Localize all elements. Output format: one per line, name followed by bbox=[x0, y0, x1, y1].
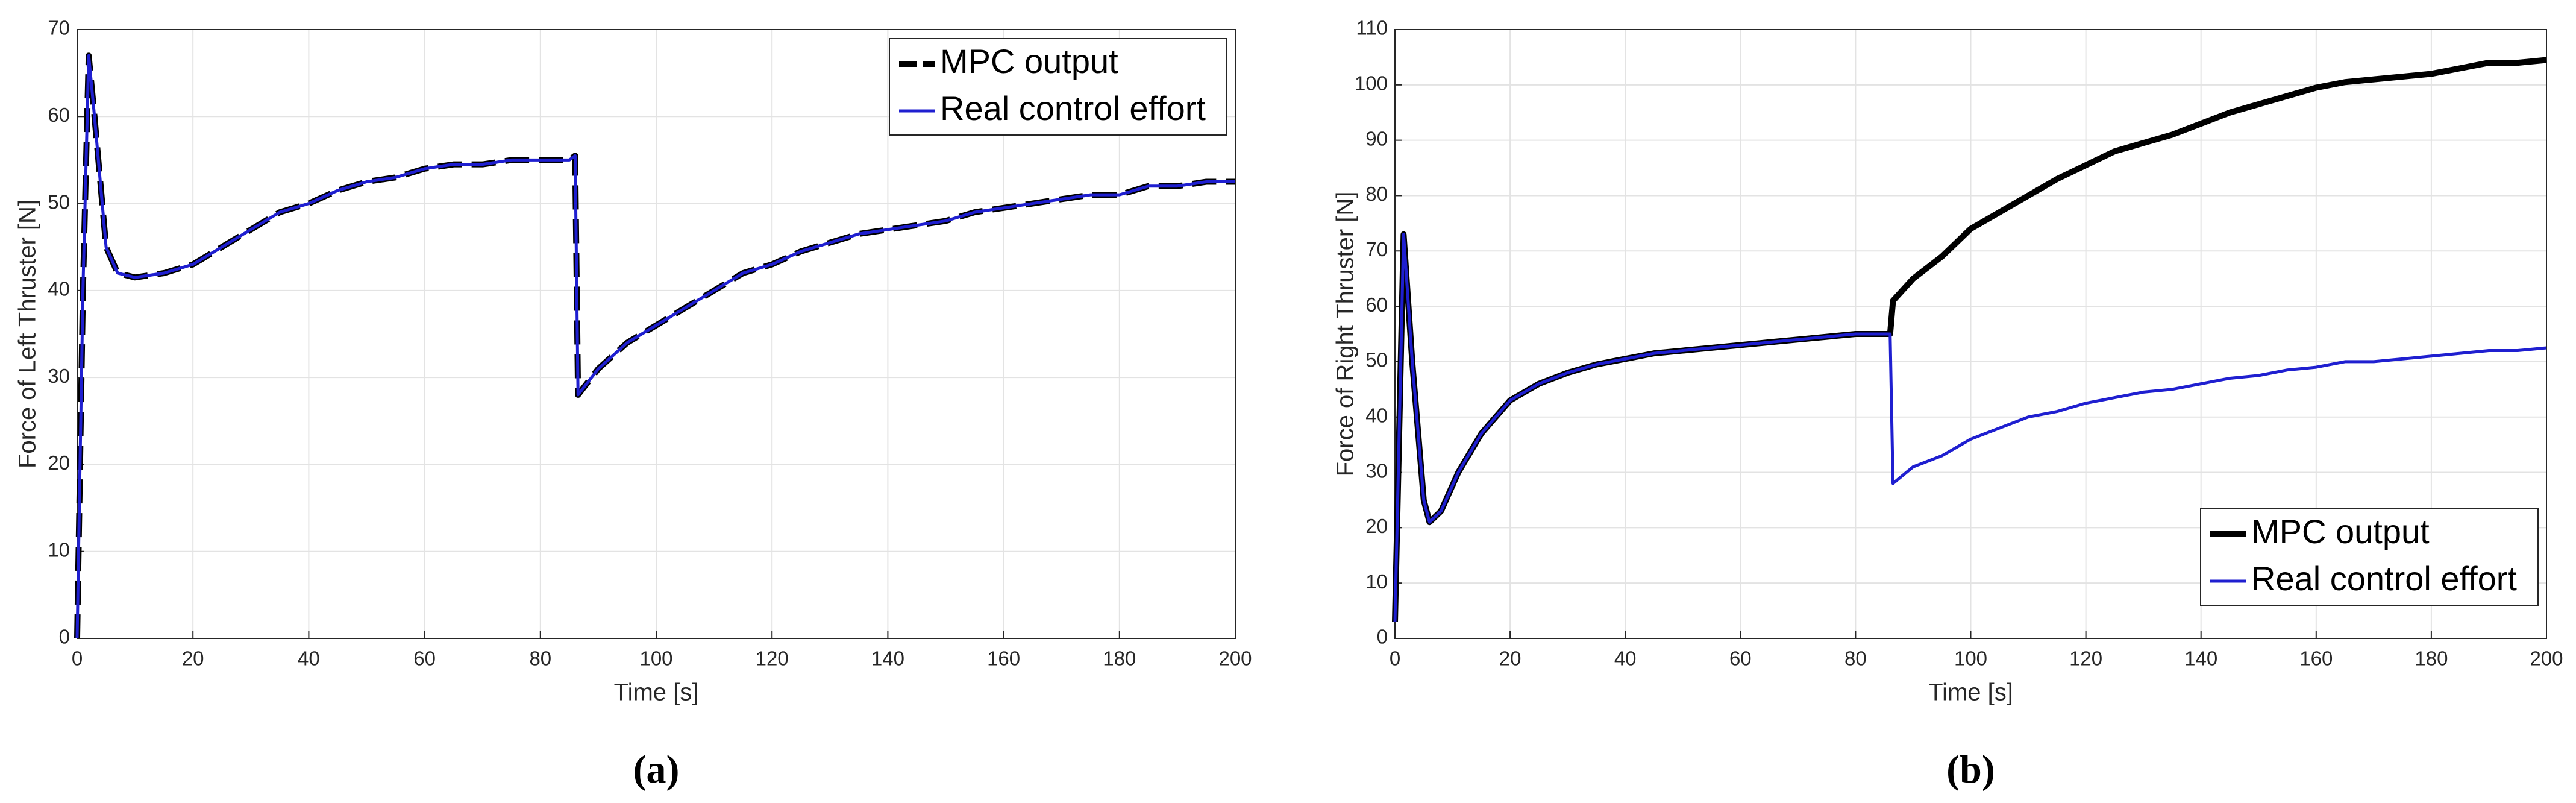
y-tick-label: 60 bbox=[48, 104, 70, 126]
x-tick-label: 0 bbox=[1390, 647, 1400, 670]
y-tick-label: 110 bbox=[1356, 17, 1388, 39]
x-tick-label: 140 bbox=[871, 647, 904, 670]
y-tick-label: 100 bbox=[1355, 72, 1388, 95]
x-tick-label: 20 bbox=[1499, 647, 1521, 670]
y-axis-label: Force of Left Thruster [N] bbox=[14, 200, 41, 468]
x-tick-label: 160 bbox=[987, 647, 1020, 670]
y-tick-label: 50 bbox=[48, 191, 70, 213]
legend-label: MPC output bbox=[2251, 512, 2430, 550]
y-tick-label: 10 bbox=[1365, 570, 1388, 593]
x-tick-label: 20 bbox=[182, 647, 204, 670]
y-tick-label: 20 bbox=[48, 452, 70, 474]
y-tick-label: 90 bbox=[1365, 127, 1388, 150]
legend-label: Real control effort bbox=[940, 89, 1206, 127]
legend-label: Real control effort bbox=[2251, 559, 2517, 597]
y-tick-label: 80 bbox=[1365, 183, 1388, 205]
x-tick-label: 60 bbox=[1729, 647, 1752, 670]
legend-box bbox=[889, 38, 1227, 136]
x-tick-label: 100 bbox=[1954, 647, 1987, 670]
y-tick-label: 0 bbox=[1377, 626, 1388, 648]
y-tick-label: 40 bbox=[1365, 404, 1388, 426]
y-tick-label: 30 bbox=[1365, 459, 1388, 482]
y-tick-label: 0 bbox=[59, 626, 70, 648]
x-tick-label: 40 bbox=[298, 647, 320, 670]
x-tick-label: 200 bbox=[1218, 647, 1252, 670]
x-tick-label: 120 bbox=[756, 647, 789, 670]
x-tick-label: 120 bbox=[2069, 647, 2102, 670]
y-tick-label: 30 bbox=[48, 365, 70, 387]
legend-box bbox=[2200, 508, 2539, 606]
y-tick-label: 50 bbox=[1365, 349, 1388, 371]
y-tick-label: 60 bbox=[1365, 294, 1388, 316]
x-tick-label: 140 bbox=[2184, 647, 2217, 670]
y-tick-label: 70 bbox=[48, 17, 70, 39]
x-tick-label: 200 bbox=[2530, 647, 2563, 670]
legend-label: MPC output bbox=[940, 42, 1118, 80]
y-axis-label: Force of Right Thruster [N] bbox=[1332, 192, 1359, 477]
x-tick-label: 80 bbox=[1844, 647, 1867, 670]
x-tick-label: 100 bbox=[639, 647, 672, 670]
x-tick-label: 180 bbox=[1103, 647, 1136, 670]
x-tick-label: 160 bbox=[2299, 647, 2333, 670]
subfigure-caption: (a) bbox=[633, 748, 680, 792]
y-tick-label: 10 bbox=[48, 538, 70, 561]
x-tick-label: 40 bbox=[1614, 647, 1637, 670]
series-line bbox=[75, 54, 1235, 639]
y-tick-label: 20 bbox=[1365, 515, 1388, 537]
x-tick-label: 180 bbox=[2415, 647, 2448, 670]
subfigure-caption: (b) bbox=[1946, 748, 1995, 792]
x-axis-label: Time [s] bbox=[614, 679, 699, 706]
x-tick-label: 60 bbox=[413, 647, 436, 670]
axes-frame bbox=[1394, 29, 2547, 639]
x-axis-label: Time [s] bbox=[1928, 679, 2013, 706]
y-tick-label: 40 bbox=[48, 278, 70, 300]
axes-frame bbox=[77, 29, 1236, 639]
x-tick-label: 80 bbox=[529, 647, 551, 670]
series-line bbox=[1393, 233, 2547, 622]
y-tick-label: 70 bbox=[1365, 238, 1388, 260]
x-tick-label: 0 bbox=[72, 647, 83, 670]
